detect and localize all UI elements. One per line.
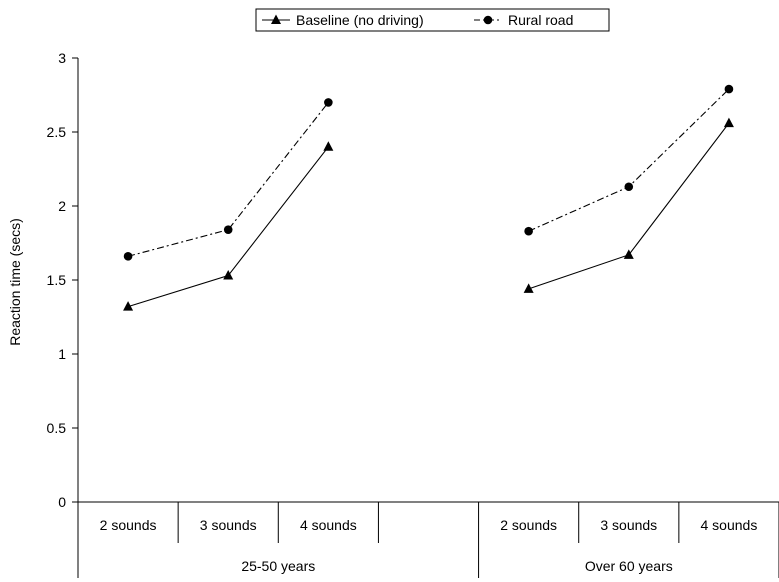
y-axis-title: Reaction time (secs) bbox=[7, 218, 23, 346]
series-line bbox=[528, 122, 730, 290]
y-tick-label: 1 bbox=[58, 346, 66, 362]
data-point bbox=[223, 270, 234, 280]
legend-marker bbox=[483, 15, 493, 25]
data-point bbox=[623, 249, 634, 259]
y-tick-label: 2 bbox=[58, 198, 66, 214]
y-tick-label: 1.5 bbox=[47, 272, 67, 288]
axes: 0 0.5 1 1.5 2 2.5 3 2 sounds 3 sounds 4 sounds 2 s… bbox=[47, 50, 779, 578]
data-point bbox=[324, 98, 333, 107]
data-point bbox=[223, 225, 233, 234]
legend-box bbox=[255, 8, 610, 32]
data-point bbox=[524, 226, 533, 236]
x-tick-label: 3 sounds bbox=[200, 517, 257, 533]
data-point bbox=[323, 141, 334, 151]
data-point bbox=[624, 182, 634, 192]
y-tick-label: 2.5 bbox=[47, 124, 67, 140]
x-tick-label: 4 sounds bbox=[701, 517, 758, 533]
x-tick-label: 2 sounds bbox=[100, 517, 157, 533]
legend-label: Rural road bbox=[508, 12, 573, 28]
legend-marker bbox=[271, 14, 281, 24]
data-point bbox=[123, 252, 133, 261]
series-layer bbox=[123, 84, 734, 311]
y-tick-label: 3 bbox=[58, 50, 66, 66]
x-tick-label: 3 sounds bbox=[600, 517, 657, 533]
data-point bbox=[123, 301, 134, 311]
data-point bbox=[724, 84, 734, 94]
data-point bbox=[723, 117, 734, 128]
series-1 bbox=[123, 117, 734, 311]
y-tick-label: 0 bbox=[58, 494, 66, 510]
series-line bbox=[127, 102, 329, 257]
x-group-label: 25-50 years bbox=[241, 558, 315, 574]
x-group-label: Over 60 years bbox=[585, 558, 673, 574]
series-line bbox=[528, 88, 730, 232]
legend-label: Baseline (no driving) bbox=[296, 12, 424, 28]
x-tick-label: 4 sounds bbox=[300, 517, 357, 533]
x-tick-label: 2 sounds bbox=[500, 517, 557, 533]
series-2 bbox=[123, 84, 734, 261]
data-point bbox=[523, 283, 534, 293]
legend: Baseline (no driving) Rural road bbox=[255, 8, 610, 32]
y-tick-label: 0.5 bbox=[47, 420, 67, 436]
